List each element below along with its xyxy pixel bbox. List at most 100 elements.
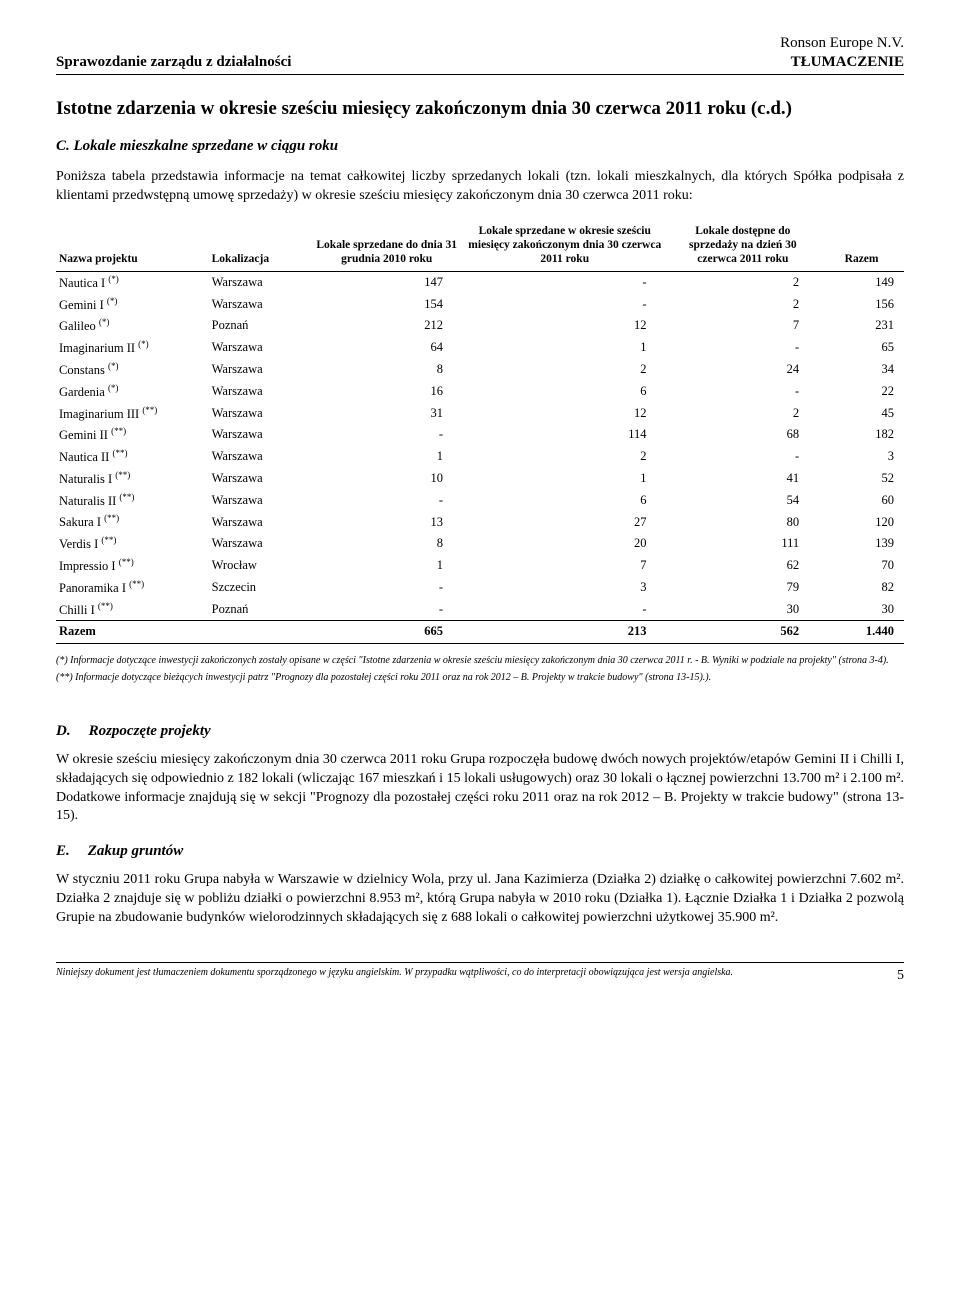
cell-a: 31 xyxy=(310,403,463,425)
footnote-1: (*) Informacje dotyczące inwestycji zako… xyxy=(56,654,904,667)
cell-b: 12 xyxy=(463,315,667,337)
header-company: Ronson Europe N.V. xyxy=(780,34,904,53)
cell-location: Warszawa xyxy=(209,424,311,446)
cell-project: Impressio I (**) xyxy=(56,555,209,577)
table-total-row: Razem6652135621.440 xyxy=(56,621,904,644)
col-location: Lokalizacja xyxy=(209,220,311,272)
cell-project: Nautica II (**) xyxy=(56,446,209,468)
cell-location: Warszawa xyxy=(209,381,311,403)
cell-a: 154 xyxy=(310,294,463,316)
cell-d: 22 xyxy=(819,381,904,403)
cell-d: 156 xyxy=(819,294,904,316)
cell-location: Warszawa xyxy=(209,511,311,533)
cell-b: 12 xyxy=(463,403,667,425)
cell-d: 182 xyxy=(819,424,904,446)
cell-project: Naturalis I (**) xyxy=(56,468,209,490)
cell-c: 24 xyxy=(667,359,820,381)
cell-location: Poznań xyxy=(209,315,311,337)
cell-a: 147 xyxy=(310,271,463,293)
cell-project: Constans (*) xyxy=(56,359,209,381)
table-row: Verdis I (**)Warszawa820111139 xyxy=(56,533,904,555)
section-d-heading: D.Rozpoczęte projekty xyxy=(56,722,904,741)
footnote-2: (**) Informacje dotyczące bieżących inwe… xyxy=(56,671,904,684)
table-row: Gardenia (*)Warszawa166-22 xyxy=(56,381,904,403)
page-number: 5 xyxy=(897,967,904,985)
cell-a: 1 xyxy=(310,555,463,577)
cell-location: Poznań xyxy=(209,599,311,621)
table-row: Naturalis I (**)Warszawa1014152 xyxy=(56,468,904,490)
cell-c: 2 xyxy=(667,294,820,316)
table-row: Impressio I (**)Wrocław176270 xyxy=(56,555,904,577)
cell-c: 2 xyxy=(667,403,820,425)
col-sold-period: Lokale sprzedane w okresie sześciu miesi… xyxy=(463,220,667,272)
col-project: Nazwa projektu xyxy=(56,220,209,272)
cell-project: Galileo (*) xyxy=(56,315,209,337)
table-row: Gemini I (*)Warszawa154-2156 xyxy=(56,294,904,316)
cell-c: 7 xyxy=(667,315,820,337)
cell-location: Warszawa xyxy=(209,490,311,512)
cell-project: Verdis I (**) xyxy=(56,533,209,555)
total-label: Razem xyxy=(56,621,209,644)
cell-c: - xyxy=(667,446,820,468)
cell-location: Warszawa xyxy=(209,533,311,555)
cell-location: Warszawa xyxy=(209,337,311,359)
cell-project: Sakura I (**) xyxy=(56,511,209,533)
total-d: 1.440 xyxy=(819,621,904,644)
cell-d: 3 xyxy=(819,446,904,468)
cell-b: 2 xyxy=(463,446,667,468)
table-row: Galileo (*)Poznań212127231 xyxy=(56,315,904,337)
cell-c: 62 xyxy=(667,555,820,577)
section-c-para: Poniższa tabela przedstawia informacje n… xyxy=(56,168,904,206)
cell-project: Gemini I (*) xyxy=(56,294,209,316)
cell-d: 82 xyxy=(819,577,904,599)
cell-location: Warszawa xyxy=(209,403,311,425)
header-translation: TŁUMACZENIE xyxy=(780,53,904,72)
cell-d: 231 xyxy=(819,315,904,337)
section-c-heading: C. Lokale mieszkalne sprzedane w ciągu r… xyxy=(56,137,904,156)
table-row: Gemini II (**)Warszawa-11468182 xyxy=(56,424,904,446)
cell-project: Imaginarium III (**) xyxy=(56,403,209,425)
cell-b: - xyxy=(463,599,667,621)
section-e-para: W styczniu 2011 roku Grupa nabyła w Wars… xyxy=(56,871,904,928)
table-row: Imaginarium II (*)Warszawa641-65 xyxy=(56,337,904,359)
cell-d: 139 xyxy=(819,533,904,555)
col-total: Razem xyxy=(819,220,904,272)
cell-b: 114 xyxy=(463,424,667,446)
cell-b: 6 xyxy=(463,490,667,512)
total-a: 665 xyxy=(310,621,463,644)
section-d-letter: D. xyxy=(56,723,71,739)
cell-project: Panoramika I (**) xyxy=(56,577,209,599)
cell-a: 1 xyxy=(310,446,463,468)
total-b: 213 xyxy=(463,621,667,644)
cell-d: 52 xyxy=(819,468,904,490)
cell-location: Warszawa xyxy=(209,271,311,293)
table-row: Panoramika I (**)Szczecin-37982 xyxy=(56,577,904,599)
cell-project: Gardenia (*) xyxy=(56,381,209,403)
cell-d: 45 xyxy=(819,403,904,425)
col-available: Lokale dostępne do sprzedaży na dzień 30… xyxy=(667,220,820,272)
cell-a: 13 xyxy=(310,511,463,533)
header-left: Sprawozdanie zarządu z działalności xyxy=(56,53,291,72)
cell-a: 212 xyxy=(310,315,463,337)
cell-d: 30 xyxy=(819,599,904,621)
cell-a: - xyxy=(310,599,463,621)
page-header: Sprawozdanie zarządu z działalności Rons… xyxy=(56,34,904,75)
cell-project: Naturalis II (**) xyxy=(56,490,209,512)
cell-location: Szczecin xyxy=(209,577,311,599)
cell-project: Nautica I (*) xyxy=(56,271,209,293)
cell-location: Wrocław xyxy=(209,555,311,577)
table-row: Naturalis II (**)Warszawa-65460 xyxy=(56,490,904,512)
cell-b: - xyxy=(463,294,667,316)
cell-a: 8 xyxy=(310,533,463,555)
cell-b: 7 xyxy=(463,555,667,577)
cell-location: Warszawa xyxy=(209,359,311,381)
cell-project: Imaginarium II (*) xyxy=(56,337,209,359)
cell-b: 20 xyxy=(463,533,667,555)
cell-location: Warszawa xyxy=(209,294,311,316)
cell-b: 1 xyxy=(463,468,667,490)
footer-text: Niniejszy dokument jest tłumaczeniem dok… xyxy=(56,967,733,985)
header-right: Ronson Europe N.V. TŁUMACZENIE xyxy=(780,34,904,72)
cell-location: Warszawa xyxy=(209,468,311,490)
cell-d: 70 xyxy=(819,555,904,577)
cell-a: 8 xyxy=(310,359,463,381)
